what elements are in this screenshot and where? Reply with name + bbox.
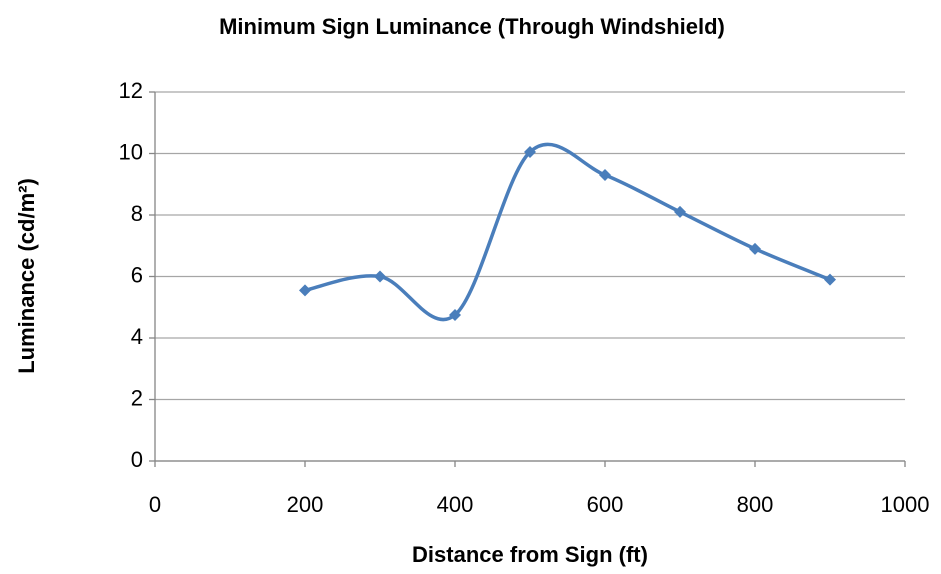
data-point (824, 273, 836, 286)
data-point (374, 270, 386, 283)
y-tick-label: 4 (131, 324, 143, 349)
data-point (599, 169, 611, 182)
data-point (674, 205, 686, 218)
data-point (524, 145, 536, 158)
x-tick-label: 600 (587, 492, 624, 517)
y-tick-label: 6 (131, 262, 143, 287)
series-line (304, 142, 831, 322)
data-point (749, 242, 761, 255)
x-axis-title: Distance from Sign (ft) (412, 542, 648, 567)
y-tick-label: 2 (131, 385, 143, 410)
y-axis-title: Luminance (cd/m²) (14, 178, 39, 374)
x-tick-label: 800 (737, 492, 774, 517)
x-tick-label: 1000 (881, 492, 930, 517)
x-tick-label: 0 (149, 492, 161, 517)
y-tick-label: 10 (119, 139, 143, 164)
x-tick-label: 400 (437, 492, 474, 517)
y-tick-label: 12 (119, 78, 143, 103)
data-point (299, 284, 311, 297)
data-point (449, 308, 461, 321)
chart-title: Minimum Sign Luminance (Through Windshie… (219, 14, 725, 39)
y-tick-label: 0 (131, 447, 143, 472)
y-tick-label: 8 (131, 201, 143, 226)
x-tick-label: 200 (287, 492, 324, 517)
